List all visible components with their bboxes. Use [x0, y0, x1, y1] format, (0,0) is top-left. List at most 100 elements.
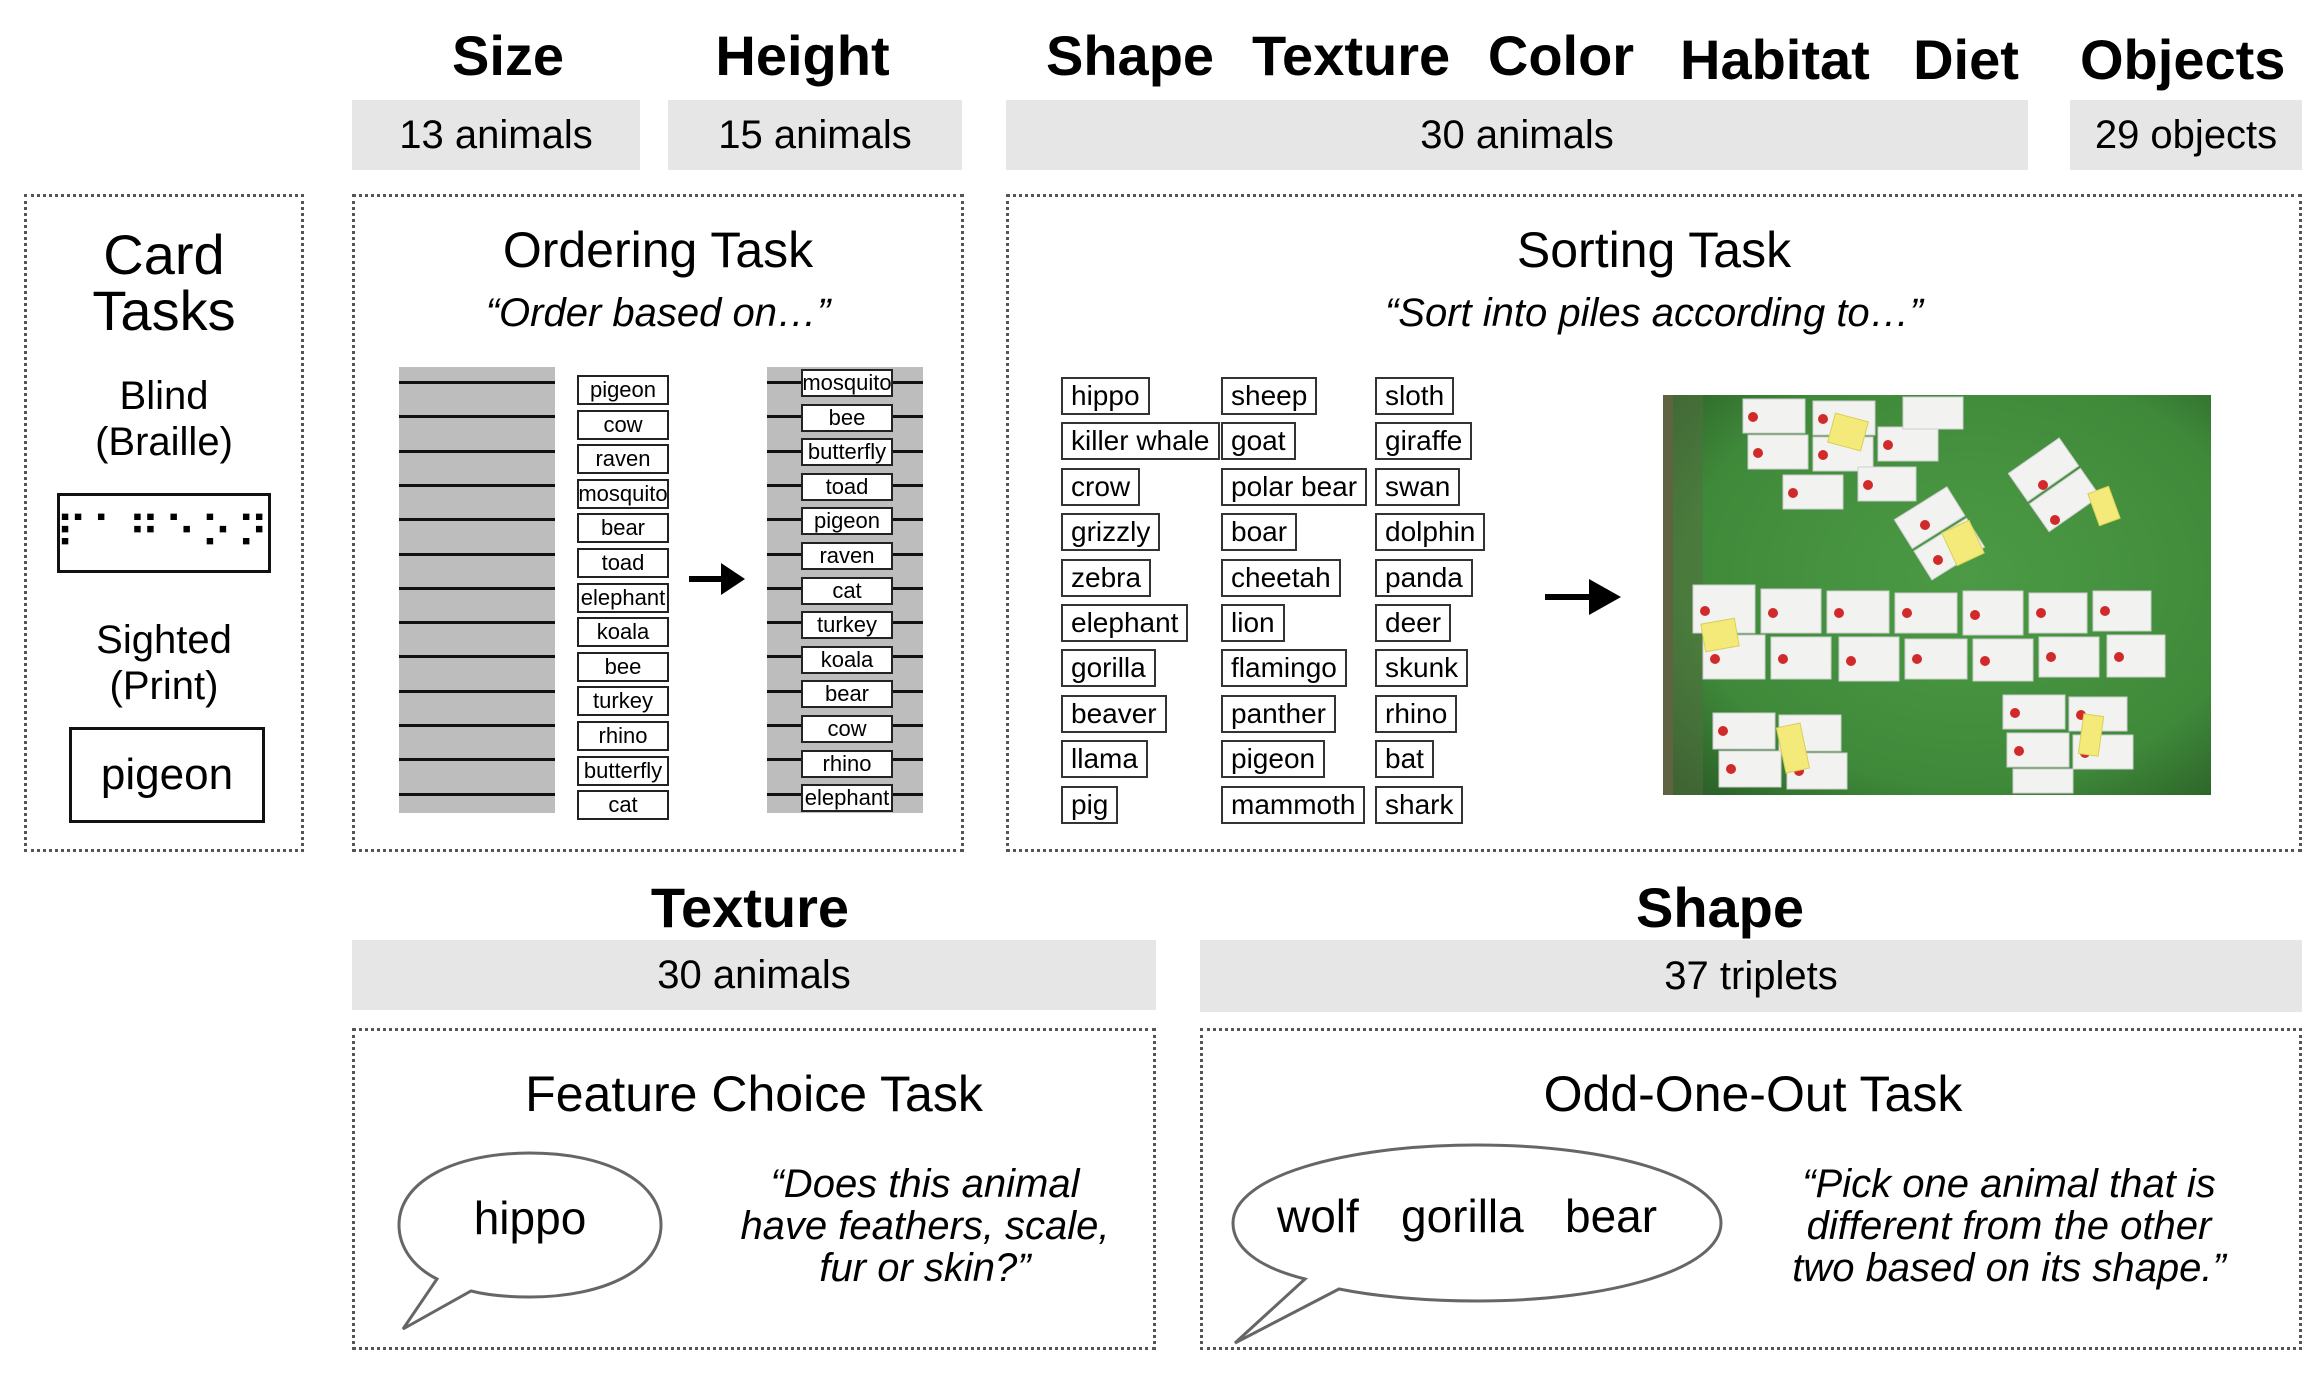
card-tasks-title-line1: Card: [103, 223, 225, 286]
sorting-card: sloth: [1375, 377, 1455, 415]
blind-label-line1: Blind: [119, 374, 209, 418]
ordered-card: koala: [801, 645, 893, 674]
unordered-card: cow: [577, 409, 669, 440]
sorting-quote: “Sort into piles according to…”: [1384, 291, 1923, 335]
count-bar-height: 15 animals: [668, 100, 962, 170]
unordered-stack-line: [399, 724, 555, 728]
unordered-stack-line: [399, 449, 555, 453]
ordered-card: cow: [801, 715, 893, 743]
unordered-card: raven: [577, 444, 669, 475]
card-tasks-title: Card Tasks: [27, 227, 301, 339]
header-size: Size: [452, 24, 565, 87]
sorting-card: lion: [1221, 604, 1285, 642]
header-height: Height: [715, 24, 890, 87]
feature-choice-quote: “Does this animal have feathers, scale, …: [715, 1163, 1135, 1289]
ordering-arrow-icon: [689, 563, 745, 595]
sorting-card: skunk: [1375, 649, 1469, 688]
card-tasks-title-line2: Tasks: [92, 279, 236, 342]
unordered-stack-line: [399, 552, 555, 556]
unordered-card: elephant: [577, 582, 669, 613]
unordered-card: bear: [577, 513, 669, 544]
bubble-word-gorilla: gorilla: [1401, 1190, 1524, 1242]
odd-one-out-quote-line1: “Pick one animal that is: [1802, 1162, 2216, 1206]
sorting-column-3: sloth giraffe swan dolphin panda deer skunk rhi…: [1375, 377, 1495, 837]
sorting-card: deer: [1375, 604, 1452, 642]
card-tasks-panel: Card Tasks Blind (Braille) ⠏⠁⠛⠑⠕⠝ Sighte…: [24, 194, 304, 852]
feature-choice-panel: Feature Choice Task hippo “Does this ani…: [352, 1028, 1156, 1350]
sighted-label-line1: Sighted: [96, 618, 232, 662]
ordered-card: raven: [801, 542, 893, 570]
blind-label-line2: (Braille): [95, 420, 233, 464]
unordered-stack-line: [399, 586, 555, 590]
unordered-card: rhino: [577, 721, 669, 751]
unordered-card: toad: [577, 548, 669, 578]
sorting-card: grizzly: [1061, 513, 1161, 552]
sorting-card: goat: [1221, 422, 1296, 461]
unordered-card: cat: [577, 790, 669, 821]
unordered-stack-line: [399, 689, 555, 693]
count-size: 13 animals: [399, 112, 593, 157]
sorting-card: polar bear: [1221, 467, 1368, 506]
sorting-card: panda: [1375, 558, 1473, 597]
odd-one-out-quote-line2: different from the other: [1806, 1204, 2212, 1248]
feature-choice-quote-line3: fur or skin?”: [819, 1246, 1031, 1290]
ordered-card: bear: [801, 680, 893, 709]
sorting-card: pigeon: [1221, 740, 1326, 779]
sorting-column-2: sheep goat polar bear boar cheetah lion flamin…: [1221, 377, 1371, 837]
sorting-card: swan: [1375, 467, 1461, 506]
blind-label: Blind (Braille): [27, 373, 301, 465]
sorting-card: gorilla: [1061, 649, 1156, 688]
sorting-card: dolphin: [1375, 513, 1486, 552]
count-height: 15 animals: [718, 112, 912, 157]
count-bar-shape: 37 triplets: [1200, 940, 2302, 1012]
feature-choice-title: Feature Choice Task: [525, 1066, 983, 1122]
odd-one-out-title: Odd-One-Out Task: [1543, 1066, 1963, 1122]
sorting-card: bat: [1375, 740, 1434, 779]
count-texture: 30 animals: [657, 952, 851, 997]
header-texture: Texture: [1252, 24, 1451, 87]
unordered-card: koala: [577, 617, 669, 648]
sorting-card: shark: [1375, 785, 1464, 824]
sighted-label-line2: (Print): [109, 664, 219, 708]
sorting-title: Sorting Task: [1516, 222, 1792, 278]
sorting-card: llama: [1061, 740, 1148, 779]
odd-one-out-quote: “Pick one animal that is different from …: [1749, 1163, 2269, 1289]
sorting-card: boar: [1221, 513, 1298, 552]
unordered-stack-line: [399, 655, 555, 659]
print-card: pigeon: [69, 727, 265, 823]
count-bar-size: 13 animals: [352, 100, 640, 170]
odd-one-out-panel: Odd-One-Out Task wolf gorilla bear “Pick…: [1200, 1028, 2302, 1350]
sorting-card: giraffe: [1375, 422, 1473, 461]
sorting-card: pig: [1061, 785, 1119, 824]
sorting-card: hippo: [1061, 377, 1150, 415]
sorting-card: beaver: [1061, 694, 1167, 733]
feature-choice-quote-line1: “Does this animal: [770, 1162, 1080, 1206]
unordered-card: bee: [577, 651, 669, 682]
count-shape: 37 triplets: [1664, 953, 1838, 998]
header-shape: Shape: [1046, 24, 1215, 87]
unordered-card-list: pigeon cow raven mosquito bear toad elephant ko…: [355, 197, 961, 849]
header-objects: Objects: [2080, 28, 2286, 91]
sorting-card: cheetah: [1221, 558, 1341, 597]
feature-choice-bubble-word: hippo: [473, 1192, 587, 1244]
unordered-stack-line: [399, 381, 555, 384]
ordered-card: bee: [801, 403, 893, 432]
sorting-card: sheep: [1221, 377, 1318, 415]
sorting-arrow-icon: [1545, 579, 1621, 615]
feature-choice-speech-bubble-icon: [397, 1151, 663, 1331]
unordered-card: mosquito: [577, 478, 669, 509]
unordered-card: turkey: [577, 686, 669, 717]
sorted-cards-photo: [1663, 395, 2211, 795]
ordering-quote: “Order based on…”: [485, 291, 831, 335]
sorting-card: crow: [1061, 467, 1141, 506]
ordering-task-panel: Ordering Task “Order based on…” pigeon co…: [352, 194, 964, 852]
header-color: Color: [1487, 24, 1635, 87]
count-bar-sorting: 30 animals: [1006, 100, 2028, 170]
odd-one-out-quote-line3: two based on its shape.”: [1792, 1246, 2226, 1290]
unordered-stack: [399, 367, 555, 813]
sorting-task-panel: Sorting Task “Sort into piles according …: [1006, 194, 2302, 852]
unordered-stack-line: [399, 758, 555, 762]
bubble-word-wolf: wolf: [1277, 1190, 1359, 1242]
count-bar-objects: 29 objects: [2070, 100, 2302, 170]
ordered-card: cat: [801, 576, 893, 605]
